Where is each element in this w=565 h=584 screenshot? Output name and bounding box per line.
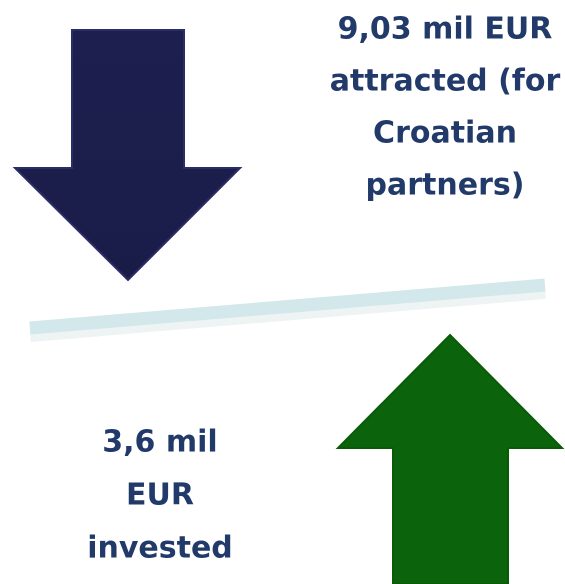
top-text: 9,03 mil EUR attracted (for Croatian partne… <box>330 12 561 203</box>
up-arrow <box>335 333 565 584</box>
balance-bar <box>29 278 546 335</box>
text-line: Croatian <box>373 116 517 151</box>
text-line: 3,6 mil <box>102 425 217 460</box>
bottom-text: 3,6 mil EUR invested <box>87 425 233 566</box>
text-line: attracted (for <box>330 64 561 99</box>
text-line: invested <box>87 531 233 566</box>
down-arrow <box>12 29 243 282</box>
text-line: 9,03 mil EUR <box>338 12 553 47</box>
text-line: partners) <box>366 168 525 203</box>
text-line: EUR <box>126 478 194 513</box>
